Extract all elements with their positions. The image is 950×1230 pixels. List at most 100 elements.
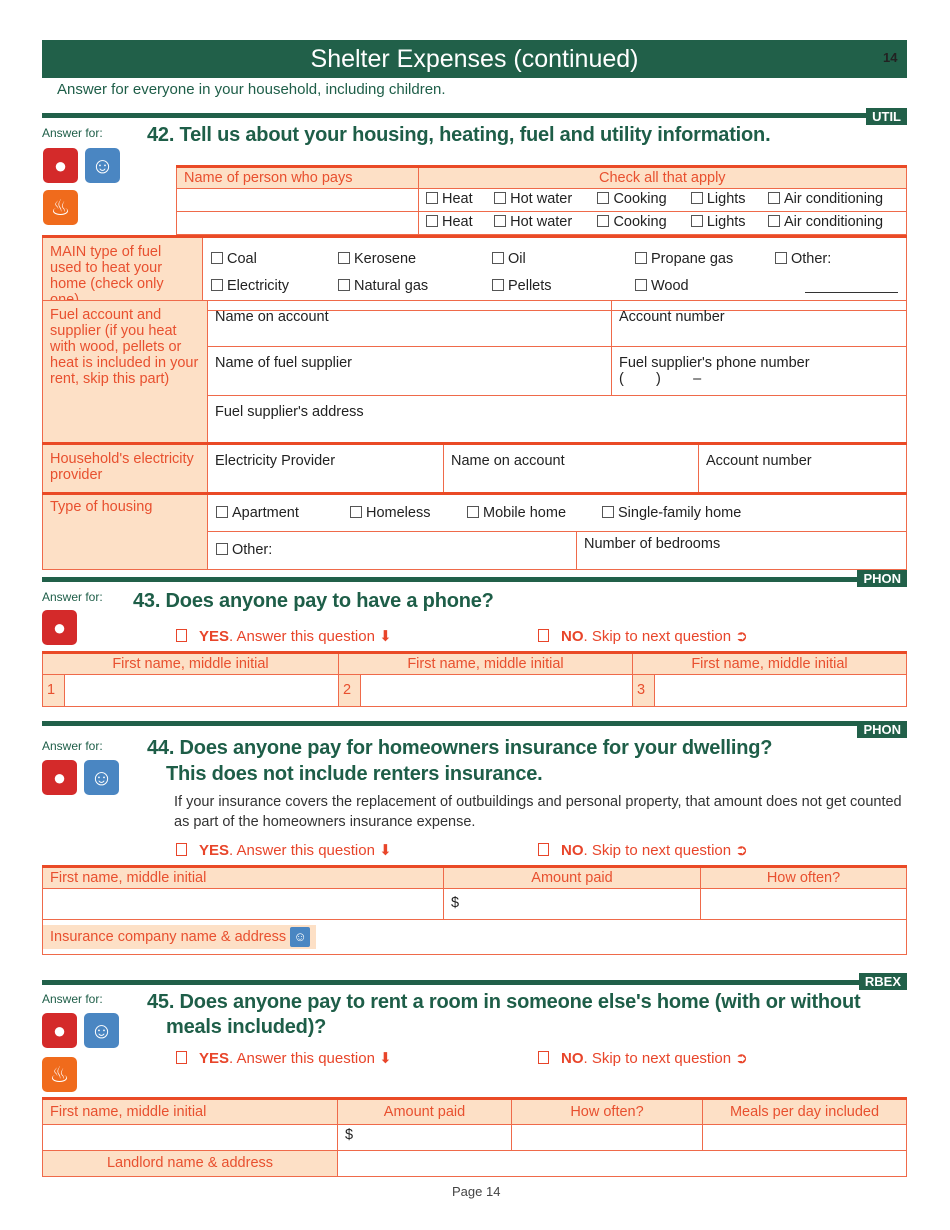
subtitle: Answer for everyone in your household, i… [57,81,446,98]
checkbox[interactable] [426,192,438,204]
right-arrow-icon: ➲ [735,1050,748,1067]
person-icon: ☺ [85,148,120,183]
name-input[interactable] [42,888,444,920]
divider [42,113,907,118]
checkbox[interactable] [350,506,362,518]
other-fuel-input[interactable] [805,273,898,293]
electricity-table: Household's electricity provider Electri… [42,442,907,494]
checkbox[interactable] [690,215,703,227]
check-header: Check all that apply [418,166,907,189]
checkbox[interactable] [338,252,350,264]
right-arrow-icon: ➲ [735,842,748,859]
phon-tag: PHON [857,721,907,738]
q44-title: 44. Does anyone pay for homeowners insur… [147,737,773,759]
checkbox[interactable] [338,279,350,291]
insurance-company-field[interactable]: Insurance company name & address ☺ [42,919,907,955]
checkbox[interactable] [216,543,228,555]
answer-for-label: Answer for: [42,590,103,604]
amount-input[interactable]: $ [443,888,701,920]
divider [42,980,907,985]
util-tag: UTIL [866,108,907,125]
yes-option[interactable]: YES. Answer this question ⬇ [176,841,392,859]
checkbox[interactable] [216,506,228,518]
column-header: Amount paid [337,1098,512,1125]
q44-subtitle: This does not include renters insurance. [166,763,543,785]
payer-name-input-1[interactable] [176,188,419,212]
checkbox[interactable] [494,215,507,227]
right-arrow-icon: ➲ [735,628,748,645]
how-often-input[interactable] [700,888,907,920]
no-option[interactable]: NO. Skip to next question ➲ [538,627,748,645]
room-rent-table: First name, middle initial Amount paid How… [42,1097,907,1177]
electricity-provider-field[interactable]: Electricity Provider [207,443,444,494]
apple-icon: ● [42,760,77,795]
name-on-account-field[interactable]: Name on account [207,300,612,347]
answer-for-label: Answer for: [42,126,103,140]
q43-title: 43. Does anyone pay to have a phone? [133,590,494,612]
supplier-phone-field[interactable]: Fuel supplier's phone number( ) – [611,346,907,396]
how-often-input[interactable] [511,1124,703,1151]
checkbox[interactable] [767,192,780,204]
housing-label: Type of housing [42,493,208,570]
checkbox[interactable] [494,192,507,204]
phone-table: First name, middle initial First name, mi… [42,651,907,707]
checkbox[interactable] [597,215,610,227]
utility-payer-table: Name of person who pays Check all that ap… [176,165,907,235]
electricity-account-name-field[interactable]: Name on account [443,443,699,494]
checkbox[interactable] [492,279,504,291]
checkbox[interactable] [597,192,610,204]
yes-option[interactable]: YES. Answer this question ⬇ [176,1049,392,1067]
divider [42,577,907,582]
electricity-label: Household's electricity provider [42,443,208,494]
q44-note: If your insurance covers the replacement… [174,794,902,830]
person-icon: ☺ [84,760,119,795]
q45-title: 45. Does anyone pay to rent a room in so… [147,991,861,1013]
supplier-address-field[interactable]: Fuel supplier's address [207,395,907,443]
apple-icon: ● [43,148,78,183]
checkbox[interactable] [467,506,479,518]
fire-icon: ♨ [42,1057,77,1092]
fuel-account-table: Fuel account and supplier (if you heat w… [42,300,907,443]
insurance-table: First name, middle initial Amount paid How… [42,865,907,955]
name-input-1[interactable] [64,674,339,707]
checkbox[interactable] [775,252,787,264]
bedrooms-field[interactable]: Number of bedrooms [576,531,907,570]
meals-input[interactable] [702,1124,907,1151]
no-option[interactable]: NO. Skip to next question ➲ [538,1049,748,1067]
down-arrow-icon: ⬇ [379,628,392,645]
section-header: Shelter Expenses (continued) [42,40,907,78]
checkbox[interactable] [492,252,504,264]
down-arrow-icon: ⬇ [379,842,392,859]
answer-for-label: Answer for: [42,739,103,753]
amount-input[interactable]: $ [337,1124,512,1151]
column-header: Amount paid [443,866,701,889]
checkbox[interactable] [211,279,223,291]
payer-name-input-2[interactable] [176,211,419,235]
checkbox[interactable] [767,215,780,227]
electricity-account-number-field[interactable]: Account number [698,443,907,494]
housing-info-table: MAIN type of fuel used to heat your home… [42,235,907,311]
person-icon: ☺ [84,1013,119,1048]
name-input[interactable] [42,1124,338,1151]
checkbox[interactable] [426,215,438,227]
page-number: 14 [883,50,898,65]
name-input-2[interactable] [360,674,633,707]
account-number-field[interactable]: Account number [611,300,907,347]
column-header: How often? [700,866,907,889]
checkbox[interactable] [211,252,223,264]
name-input-3[interactable] [654,674,907,707]
no-option[interactable]: NO. Skip to next question ➲ [538,841,748,859]
checkbox[interactable] [635,252,647,264]
divider [42,721,907,726]
yes-option[interactable]: YES. Answer this question ⬇ [176,627,392,645]
landlord-input[interactable] [337,1150,907,1177]
column-header: First name, middle initial [42,652,339,675]
checkbox[interactable] [602,506,614,518]
supplier-name-field[interactable]: Name of fuel supplier [207,346,612,396]
fuel-account-label: Fuel account and supplier (if you heat w… [42,300,208,443]
answer-for-label: Answer for: [42,992,103,1006]
checkbox[interactable] [690,192,703,204]
column-header: First name, middle initial [338,652,633,675]
checkbox[interactable] [635,279,647,291]
fire-icon: ♨ [43,190,78,225]
